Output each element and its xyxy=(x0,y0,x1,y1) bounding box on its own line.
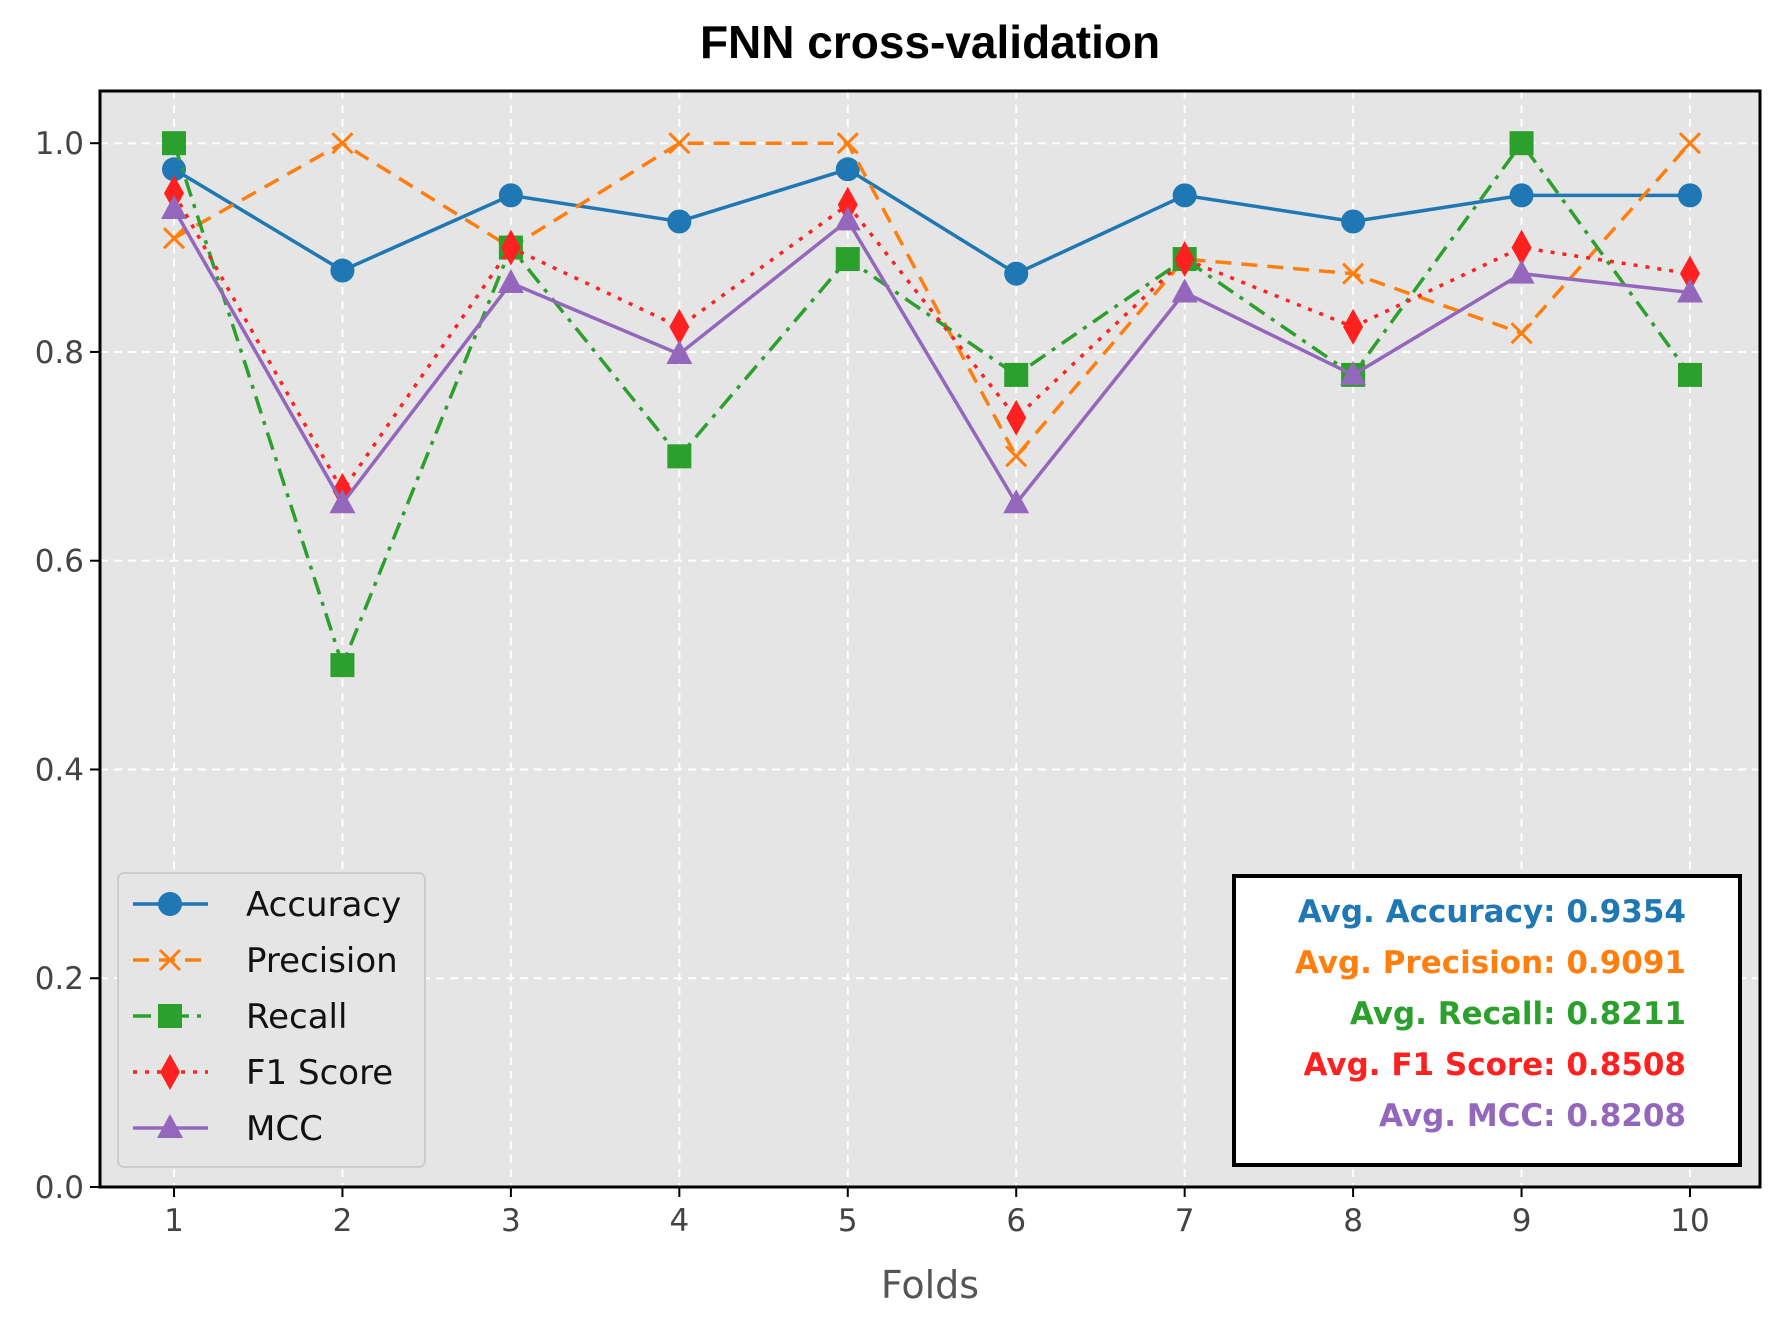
point-mcc-3 xyxy=(497,269,524,294)
axis-ticks: 0.0 0.2 0.4 0.6 0.8 1.0 1 2 3 4 5 6 7 8 9 10 xyxy=(35,126,1710,1239)
x-tick-label: 2 xyxy=(333,1203,353,1239)
point-precision-2 xyxy=(331,132,354,155)
x-tick-label: 7 xyxy=(1175,1203,1195,1239)
legend-frame xyxy=(117,872,426,1168)
x-tick-label: 4 xyxy=(669,1203,689,1239)
point-precision-1 xyxy=(162,227,186,250)
point-precision-8 xyxy=(1342,262,1365,285)
series-line-recall xyxy=(172,140,1692,671)
point-accuracy-1 xyxy=(162,157,186,182)
point-recall-6 xyxy=(1004,362,1029,387)
point-accuracy-5 xyxy=(835,157,860,182)
legend: Accuracy Precision Recall F1 Score MCC xyxy=(117,872,426,1168)
series-line-precision xyxy=(173,141,1692,460)
summary-line-1: Avg. Accuracy: 0.9354 xyxy=(1298,894,1686,930)
point-mcc-2 xyxy=(329,489,356,514)
point-f1-score-5 xyxy=(837,186,858,223)
point-accuracy-6 xyxy=(1004,261,1029,286)
legend-marker-accuracy xyxy=(158,892,182,916)
x-axis-label: Folds xyxy=(881,1263,979,1307)
point-recall-4 xyxy=(667,444,692,469)
point-f1-score-10 xyxy=(1680,255,1700,292)
point-recall-5 xyxy=(835,247,860,272)
point-f1-score-7 xyxy=(1174,241,1195,278)
y-tick-label: 0.8 xyxy=(35,335,84,371)
plot-frame xyxy=(98,89,1762,1189)
x-tick-label: 8 xyxy=(1343,1203,1363,1239)
series-line-mcc xyxy=(172,208,1691,507)
point-f1-score-1 xyxy=(164,175,184,212)
chart-title: FNN cross-validation xyxy=(700,16,1160,68)
point-recall-2 xyxy=(330,653,355,678)
x-tick-label: 1 xyxy=(164,1203,184,1239)
point-precision-10 xyxy=(1678,132,1702,155)
legend-item-recall: Recall xyxy=(133,997,347,1037)
point-accuracy-10 xyxy=(1678,183,1702,208)
y-tick-label: 0.2 xyxy=(35,961,84,997)
point-accuracy-4 xyxy=(667,209,692,234)
point-mcc-8 xyxy=(1340,360,1367,385)
legend-label-precision: Precision xyxy=(246,941,398,981)
point-accuracy-9 xyxy=(1509,183,1534,208)
summary-line-2: Avg. Precision: 0.9091 xyxy=(1295,945,1686,981)
y-tick-label: 0.4 xyxy=(35,752,84,788)
point-mcc-5 xyxy=(834,206,861,231)
legend-item-mcc: MCC xyxy=(133,1109,323,1149)
x-tick-label: 10 xyxy=(1670,1203,1709,1239)
legend-item-precision: Precision xyxy=(133,941,398,981)
point-recall-1 xyxy=(162,131,186,156)
series-accuracy xyxy=(162,157,1702,286)
point-f1-score-3 xyxy=(500,229,521,266)
point-mcc-1 xyxy=(161,194,187,219)
legend-label-mcc: MCC xyxy=(246,1109,323,1149)
point-accuracy-3 xyxy=(498,183,523,208)
point-mcc-4 xyxy=(666,340,693,365)
y-tick-label: 0.0 xyxy=(35,1170,84,1206)
legend-label-accuracy: Accuracy xyxy=(246,885,401,925)
y-tick-label: 1.0 xyxy=(35,126,84,162)
legend-item-accuracy: Accuracy xyxy=(133,885,401,925)
point-recall-9 xyxy=(1509,131,1534,156)
y-tick-label: 0.6 xyxy=(35,544,84,580)
summary-box: Avg. Accuracy: 0.9354 Avg. Precision: 0.9… xyxy=(1232,874,1742,1167)
point-f1-score-6 xyxy=(1006,399,1027,436)
point-precision-9 xyxy=(1510,322,1533,345)
summary-line-3: Avg. Recall: 0.8211 xyxy=(1350,996,1686,1032)
legend-item-f1-score: F1 Score xyxy=(133,1053,393,1093)
legend-marker-recall xyxy=(158,1004,182,1028)
series-layer xyxy=(161,131,1703,678)
point-precision-4 xyxy=(668,132,691,155)
point-accuracy-7 xyxy=(1172,183,1197,208)
point-precision-5 xyxy=(836,132,859,155)
point-mcc-7 xyxy=(1171,278,1198,303)
summary-frame xyxy=(1232,874,1742,1167)
point-precision-6 xyxy=(1005,445,1028,468)
legend-marker-mcc xyxy=(157,1114,183,1138)
point-accuracy-2 xyxy=(330,258,355,283)
point-recall-10 xyxy=(1678,362,1702,387)
series-line-accuracy xyxy=(173,167,1690,276)
legend-label-f1-score: F1 Score xyxy=(246,1053,393,1093)
point-mcc-9 xyxy=(1508,259,1535,284)
point-mcc-10 xyxy=(1677,278,1703,303)
x-tick-label: 5 xyxy=(838,1203,858,1239)
legend-marker-precision xyxy=(158,948,182,972)
point-f1-score-9 xyxy=(1511,229,1532,266)
legend-marker-f1-score xyxy=(160,1054,180,1090)
summary-line-5: Avg. MCC: 0.8208 xyxy=(1379,1098,1686,1134)
summary-line-4: Avg. F1 Score: 0.8508 xyxy=(1303,1047,1686,1083)
series-mcc xyxy=(161,194,1703,514)
point-mcc-6 xyxy=(1003,489,1030,514)
point-f1-score-4 xyxy=(669,308,690,345)
x-tick-label: 6 xyxy=(1006,1203,1026,1239)
legend-label-recall: Recall xyxy=(246,997,347,1037)
point-accuracy-8 xyxy=(1341,209,1366,234)
x-tick-label: 3 xyxy=(501,1203,521,1239)
x-tick-label: 9 xyxy=(1512,1203,1532,1239)
series-line-f1-score xyxy=(172,192,1691,495)
point-f1-score-8 xyxy=(1343,308,1364,345)
